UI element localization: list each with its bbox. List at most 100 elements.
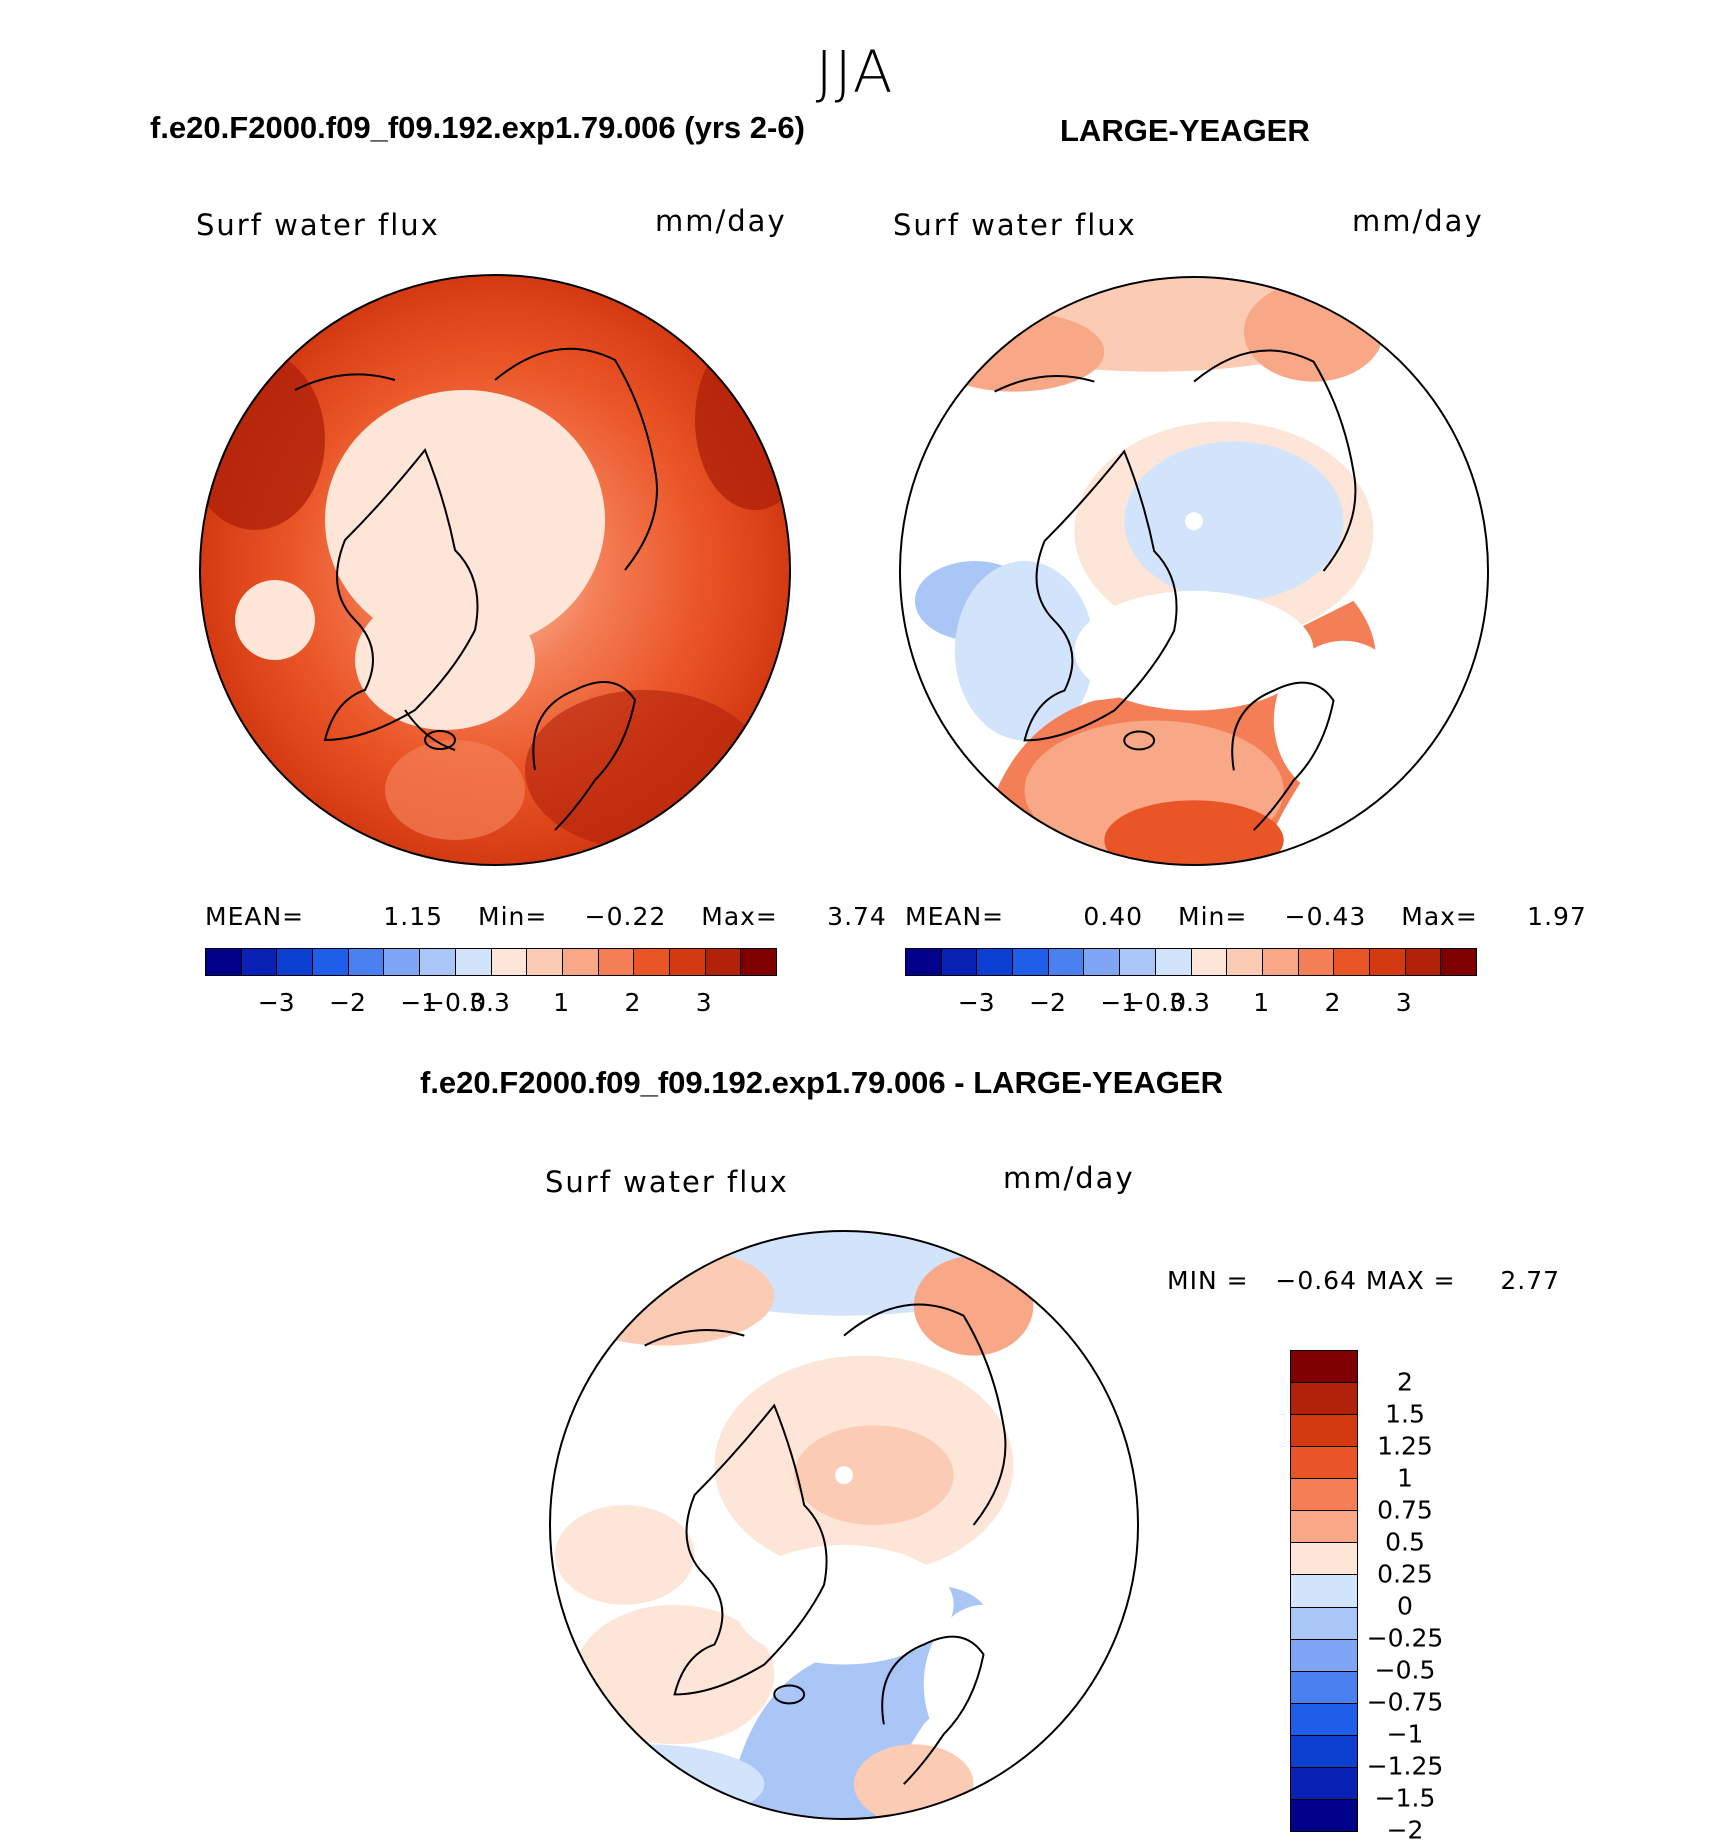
right-var-title: Surf water flux: [893, 208, 1137, 242]
colorbar-swatch: [1291, 1543, 1357, 1576]
colorbar-tick-label: −1.25: [1366, 1751, 1444, 1781]
colorbar-swatch: [206, 949, 242, 975]
colorbar-swatch: [1291, 1415, 1357, 1448]
colorbar-tick-label: 2: [1397, 1367, 1413, 1397]
right-colorbar: [905, 948, 1477, 976]
colorbar-tick-label: 1: [1253, 988, 1270, 1017]
season-title: JJA: [815, 38, 895, 106]
colorbar-tick-label: 1.5: [1385, 1399, 1425, 1429]
colorbar-swatch: [1048, 949, 1085, 975]
colorbar-swatch: [1291, 1351, 1357, 1384]
left-mean-value: 1.15: [383, 902, 444, 931]
diff-var-title: Surf water flux: [545, 1165, 789, 1199]
colorbar-swatch: [741, 949, 776, 975]
colorbar-tick-label: −0.25: [1366, 1623, 1444, 1653]
diff-case-title: f.e20.F2000.f09_f09.192.exp1.79.006 - LA…: [420, 1065, 1223, 1100]
diff-minmax: MIN = −0.64 MAX = 2.77: [1167, 1266, 1561, 1295]
right-mean-value: 0.40: [1083, 902, 1144, 931]
colorbar-tick-label: 0.5: [1385, 1527, 1425, 1557]
colorbar-swatch: [1120, 949, 1156, 975]
colorbar-swatch: [705, 949, 742, 975]
colorbar-swatch: [562, 949, 599, 975]
colorbar-tick-label: −1.5: [1374, 1783, 1436, 1813]
colorbar-tick-label: −2: [1386, 1815, 1424, 1845]
left-max-label: Max=: [701, 902, 778, 931]
colorbar-swatch: [1262, 949, 1299, 975]
colorbar-swatch: [384, 949, 421, 975]
right-max-value: 1.97: [1527, 902, 1587, 931]
left-colorbar-ticks: −3 −2 −1 −0.3 0.3 1 2 3: [205, 988, 775, 1018]
colorbar-tick-label: 2: [624, 988, 641, 1017]
colorbar-swatch: [313, 949, 349, 975]
colorbar-swatch: [1227, 949, 1263, 975]
colorbar-tick-label: 3: [695, 988, 712, 1017]
colorbar-tick-label: 0.3: [1170, 988, 1210, 1017]
colorbar-swatch: [941, 949, 978, 975]
left-max-value: 3.74: [827, 902, 887, 931]
colorbar-tick-label: 2: [1324, 988, 1341, 1017]
right-max-label: Max=: [1401, 902, 1478, 931]
colorbar-swatch: [1291, 1799, 1357, 1831]
colorbar-swatch: [1298, 949, 1335, 975]
colorbar-swatch: [1291, 1703, 1357, 1736]
colorbar-swatch: [1334, 949, 1370, 975]
colorbar-swatch: [455, 949, 492, 975]
colorbar-tick-label: −2: [329, 988, 366, 1017]
colorbar-swatch: [1291, 1607, 1357, 1640]
colorbar-tick-label: 0.3: [470, 988, 510, 1017]
colorbar-swatch: [669, 949, 706, 975]
colorbar-swatch: [1291, 1767, 1357, 1800]
colorbar-swatch: [1405, 949, 1442, 975]
colorbar-swatch: [634, 949, 670, 975]
left-min-label: Min=: [478, 902, 548, 931]
colorbar-tick-label: −0.3: [1124, 988, 1185, 1017]
colorbar-tick-label: 0.25: [1377, 1559, 1433, 1589]
left-mean-label: MEAN=: [205, 902, 305, 931]
colorbar-tick-label: 1: [553, 988, 570, 1017]
left-var-title: Surf water flux: [196, 208, 440, 242]
colorbar-tick-label: −3: [257, 988, 295, 1017]
colorbar-swatch: [241, 949, 278, 975]
left-polar-map: [199, 274, 791, 866]
colorbar-swatch: [1084, 949, 1121, 975]
colorbar-tick-label: 0.75: [1377, 1495, 1433, 1525]
colorbar-tick-label: −0.3: [424, 988, 485, 1017]
diff-colorbar: [1290, 1350, 1358, 1832]
colorbar-tick-label: −2: [1029, 988, 1066, 1017]
colorbar-tick-label: −1: [1386, 1719, 1424, 1749]
left-case-title: f.e20.F2000.f09_f09.192.exp1.79.006 (yrs…: [150, 110, 805, 145]
left-units: mm/day: [655, 204, 787, 238]
colorbar-swatch: [1191, 949, 1228, 975]
colorbar-swatch: [906, 949, 942, 975]
colorbar-swatch: [1291, 1479, 1357, 1512]
colorbar-swatch: [420, 949, 456, 975]
diff-units: mm/day: [1003, 1161, 1135, 1195]
left-min-value: −0.22: [584, 902, 667, 931]
colorbar-swatch: [491, 949, 528, 975]
colorbar-swatch: [1291, 1671, 1357, 1704]
colorbar-swatch: [977, 949, 1014, 975]
right-min-value: −0.43: [1284, 902, 1367, 931]
colorbar-swatch: [1291, 1511, 1357, 1544]
colorbar-tick-label: −0.5: [1374, 1655, 1436, 1685]
colorbar-tick-label: 1: [1397, 1463, 1413, 1493]
right-min-label: Min=: [1178, 902, 1248, 931]
right-case-title: LARGE-YEAGER: [1060, 113, 1310, 148]
colorbar-swatch: [1291, 1447, 1357, 1480]
left-colorbar: [205, 948, 777, 976]
colorbar-tick-label: −3: [957, 988, 995, 1017]
colorbar-tick-label: 1.25: [1377, 1431, 1433, 1461]
colorbar-tick-label: −0.75: [1366, 1687, 1444, 1717]
right-polar-map: [898, 275, 1490, 867]
right-colorbar-ticks: −3 −2 −1 −0.3 0.3 1 2 3: [905, 988, 1475, 1018]
colorbar-swatch: [1441, 949, 1476, 975]
colorbar-swatch: [1013, 949, 1049, 975]
diff-colorbar-ticks: 2 1.5 1.25 1 0.75 0.5 0.25 0 −0.25 −0.5 −0.75 −1 −1.…: [1360, 1350, 1450, 1845]
colorbar-swatch: [1291, 1639, 1357, 1672]
colorbar-tick-label: 0: [1397, 1591, 1413, 1621]
colorbar-swatch: [1291, 1575, 1357, 1608]
right-mean-label: MEAN=: [905, 902, 1005, 931]
colorbar-swatch: [277, 949, 314, 975]
right-units: mm/day: [1352, 204, 1484, 238]
colorbar-tick-label: 3: [1395, 988, 1412, 1017]
